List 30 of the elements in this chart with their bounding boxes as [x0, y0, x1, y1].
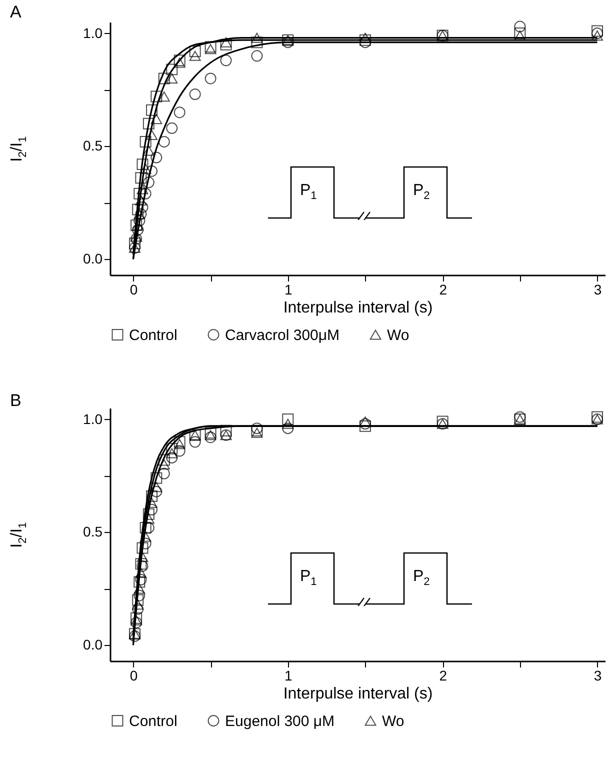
x-tick-label: 3 [594, 282, 602, 298]
legend-label: Carvacrol 300μM [225, 326, 340, 344]
x-tick-label: 0 [130, 282, 138, 298]
annotation: P$_{2}$ [413, 182, 430, 202]
annotation: P$_{1}$ [300, 568, 317, 588]
x-tick-label: 3 [594, 668, 602, 684]
chart-title: B [10, 391, 22, 410]
x-axis-title: Interpulse interval (s) [283, 300, 433, 316]
x-tick-label: 2 [439, 668, 448, 684]
x-tick-label: 2 [439, 282, 448, 298]
legend-label: Control [129, 326, 178, 344]
x-axis-title: Interpulse interval (s) [283, 686, 433, 702]
y-tick-label: 1.0 [83, 24, 103, 41]
pulse-diagram: P$_{1}$ P$_{2}$ [268, 552, 472, 606]
y-tick-label: 0.0 [83, 250, 103, 267]
x-tick-label: 1 [284, 282, 292, 298]
annotation: P$_{2}$ [413, 568, 430, 588]
y-tick-label: 0.5 [83, 524, 103, 540]
legend-label: Wo [387, 326, 410, 344]
x-tick-label: 0 [130, 668, 138, 684]
legend-label: Wo [382, 712, 404, 730]
x-tick-label: 1 [284, 668, 292, 684]
pulse-diagram: P$_{1}$ P$_{2}$ [268, 166, 472, 220]
y-tick-label: 1.0 [83, 410, 103, 427]
annotation: P$_{1}$ [300, 182, 317, 202]
y-tick-label: 0.0 [83, 636, 103, 653]
chart-title: A [10, 2, 22, 22]
y-tick-label: 0.5 [83, 138, 103, 154]
legend-label: Eugenol 300 μM [225, 712, 335, 730]
legend-label: Control [129, 712, 178, 730]
